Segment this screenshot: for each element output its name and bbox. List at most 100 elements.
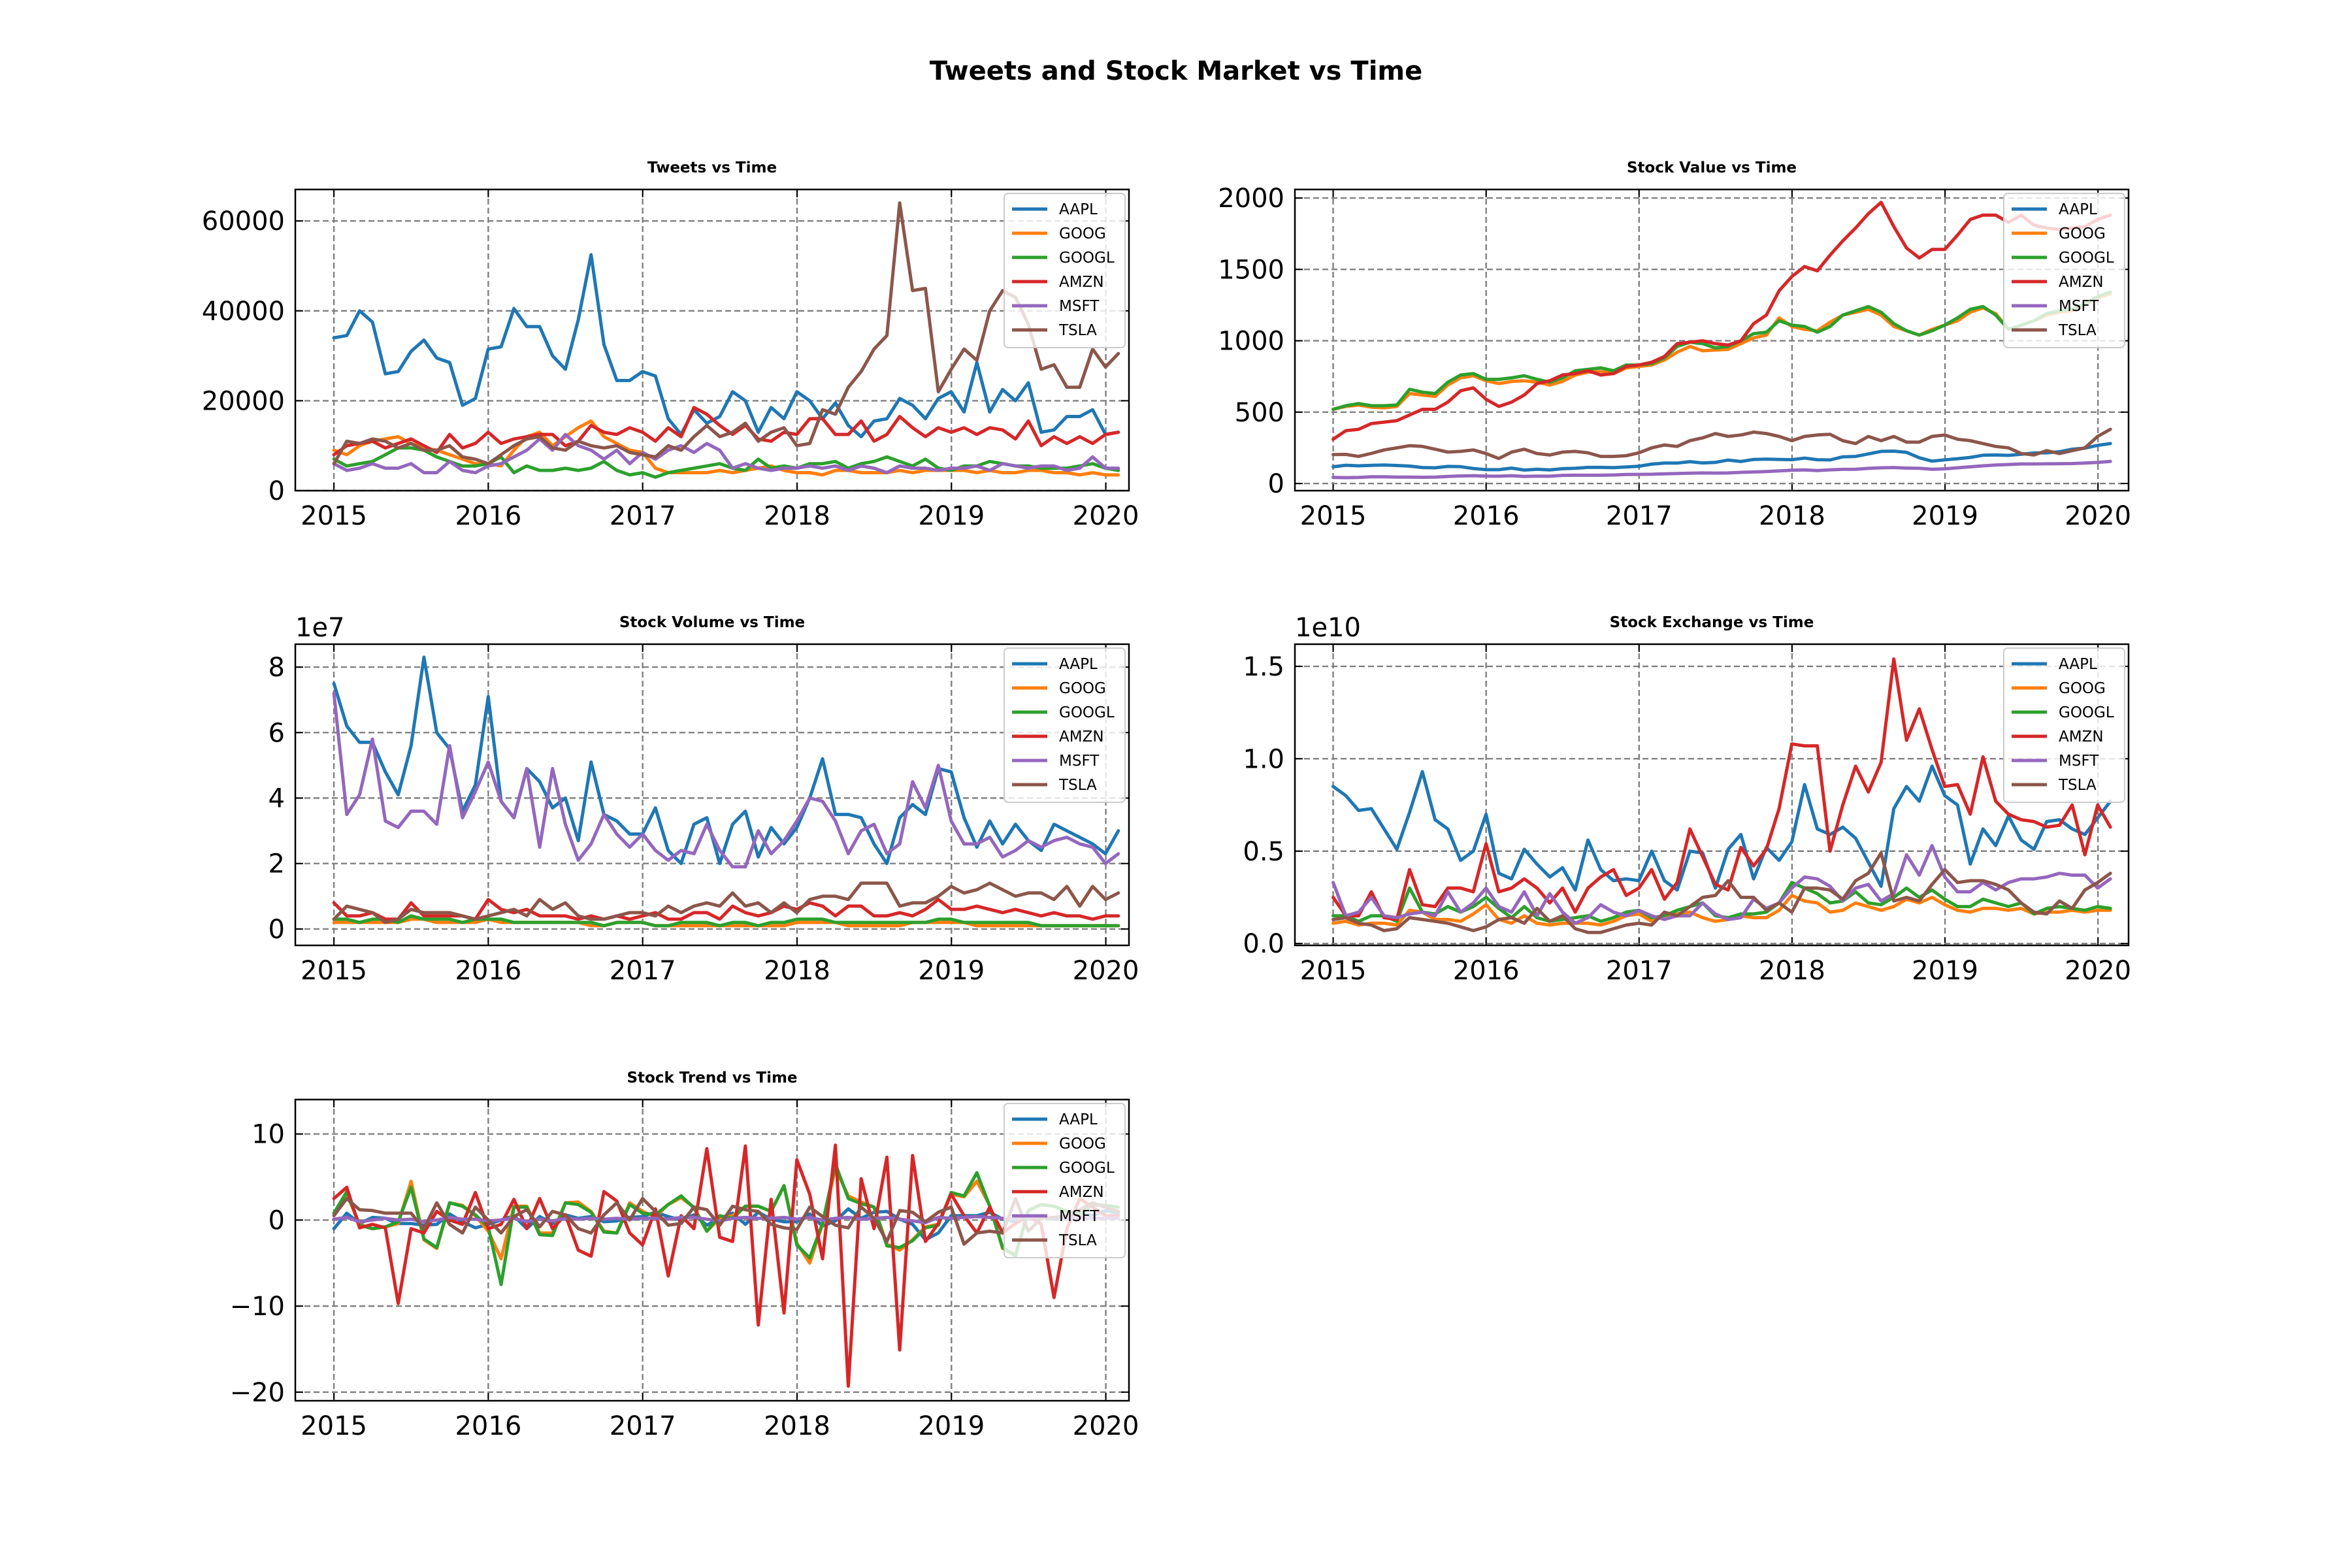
x-tick-label: 2019 [918, 501, 985, 531]
y-tick-label: 8 [269, 653, 285, 683]
legend-label-aapl: AAPL [1059, 201, 1098, 218]
x-tick-label: 2018 [1759, 501, 1825, 531]
y-tick-label: 2000 [1218, 184, 1284, 214]
y-tick-label: 0.0 [1243, 929, 1284, 959]
legend-label-amzn: AMZN [2059, 274, 2104, 291]
legend-label-goog: GOOG [1059, 225, 1106, 242]
y-tick-label: −20 [230, 1378, 285, 1408]
stock-trend-vs-time-legend: AAPL GOOG GOOGL AMZN MSFT TSLA [1004, 1103, 1126, 1258]
stock-volume-vs-time-legend: AAPL GOOG GOOGL AMZN MSFT TSLA [1004, 647, 1126, 803]
x-tick-label: 2019 [918, 956, 985, 986]
y-tick-label: 0 [269, 476, 285, 506]
legend-label-amzn: AMZN [1059, 1184, 1104, 1201]
stock-exchange-vs-time-legend: AAPL GOOG GOOGL AMZN MSFT TSLA [2003, 647, 2125, 803]
stock-value-vs-time-series-group [1331, 201, 2112, 480]
y-tick-label: 20000 [202, 386, 285, 416]
stock-exchange-vs-time-series-group [1331, 657, 2112, 934]
tweets-vs-time-plot-area [295, 189, 1129, 491]
legend-label-googl: GOOGL [1059, 704, 1115, 721]
y-tick-label: 500 [1235, 398, 1284, 428]
legend-label-msft: MSFT [1059, 753, 1100, 770]
series-line-goog [1331, 894, 2112, 927]
tweets-vs-time-panel: 2015 2016 2017 2018 2019 2020 0 20000 40000 60000… [202, 159, 1139, 531]
y-tick-label: 0.5 [1243, 837, 1284, 867]
x-tick-label: 2017 [1606, 956, 1673, 986]
tweets-vs-time-frame [294, 188, 1130, 492]
x-tick-label: 2015 [1300, 956, 1367, 986]
x-tick-label: 2015 [301, 1411, 367, 1441]
y-tick-label: 1500 [1218, 255, 1284, 285]
series-line-aapl [332, 655, 1120, 866]
legend-label-amzn: AMZN [1059, 274, 1104, 291]
y-tick-label: 6 [269, 718, 285, 748]
y-tick-label: 1.0 [1243, 744, 1284, 774]
legend-label-goog: GOOG [2059, 680, 2106, 697]
y-tick-label: −10 [230, 1292, 285, 1322]
series-line-tsla [1331, 851, 2112, 934]
series-line-googl [332, 446, 1120, 479]
x-tick-label: 2019 [1912, 501, 1978, 531]
legend-label-googl: GOOGL [2059, 704, 2114, 721]
y-tick-label: 2 [269, 849, 285, 879]
legend-label-tsla: TSLA [2058, 777, 2097, 794]
series-line-aapl [1331, 442, 2112, 472]
series-line-msft [1331, 459, 2112, 480]
tweets-vs-time-legend: AAPL GOOG GOOGL AMZN MSFT TSLA [1004, 193, 1126, 348]
y-tick-label: 0 [1268, 469, 1284, 499]
y-tick-label: 1.5 [1243, 652, 1284, 682]
series-line-googl [332, 914, 1120, 928]
y-tick-label: 0 [269, 915, 285, 945]
x-tick-label: 2018 [764, 1411, 830, 1441]
x-tick-label: 2015 [301, 956, 367, 986]
x-tick-label: 2019 [918, 1411, 985, 1441]
x-tick-label: 2018 [764, 956, 830, 986]
legend-label-googl: GOOGL [1059, 1160, 1115, 1177]
series-line-msft [1331, 843, 2112, 925]
stock-volume-vs-time-series-group [332, 655, 1120, 928]
stock-value-vs-time-title: Stock Value vs Time [1627, 159, 1797, 176]
x-tick-label: 2016 [1453, 956, 1520, 986]
y-tick-label: 4 [269, 784, 285, 814]
x-tick-label: 2017 [610, 501, 676, 531]
legend-label-tsla: TSLA [1058, 1232, 1097, 1249]
series-line-tsla [1331, 427, 2112, 461]
series-line-amzn [1331, 201, 2112, 441]
tweets-vs-time-series-group [332, 201, 1120, 479]
series-line-tsla [332, 201, 1120, 466]
legend-label-msft: MSFT [1059, 298, 1100, 315]
y-tick-label: 0 [269, 1205, 285, 1235]
legend-label-msft: MSFT [2059, 753, 2099, 770]
x-tick-label: 2017 [1606, 501, 1673, 531]
tweets-vs-time-title: Tweets vs Time [647, 159, 777, 176]
y-tick-label: 40000 [202, 297, 285, 327]
legend-label-msft: MSFT [1059, 1208, 1100, 1225]
x-tick-label: 2020 [1073, 501, 1139, 531]
stock-trend-vs-time-frame [294, 1098, 1130, 1402]
y-tick-label: 60000 [202, 206, 285, 237]
stock-exchange-vs-time-panel: 2015 2016 2017 2018 2019 2020 0.0 0.5 1.0 1.5 Stoc… [1243, 613, 2131, 986]
x-tick-label: 2015 [1300, 501, 1367, 531]
legend-label-goog: GOOG [1059, 1135, 1106, 1152]
legend-label-goog: GOOG [2059, 225, 2106, 242]
legend-label-aapl: AAPL [2059, 656, 2097, 673]
series-line-amzn [332, 406, 1120, 457]
legend-label-googl: GOOGL [1059, 250, 1115, 267]
x-tick-label: 2020 [2065, 501, 2131, 531]
legend-label-googl: GOOGL [2059, 250, 2114, 267]
legend-label-aapl: AAPL [1059, 1111, 1098, 1128]
stock-exchange-vs-time-title: Stock Exchange vs Time [1610, 614, 1814, 631]
x-tick-label: 2017 [610, 956, 676, 986]
stock-volume-vs-time-panel: 2015 2016 2017 2018 2019 2020 0 2 4 6 8 Stock Volum… [269, 613, 1139, 986]
series-line-aapl [1331, 764, 2112, 892]
stock-volume-vs-time-title: Stock Volume vs Time [619, 614, 805, 631]
series-line-googl [1331, 290, 2112, 411]
stock-trend-vs-time-series-group [332, 1143, 1120, 1388]
stock-trend-vs-time-title: Stock Trend vs Time [627, 1070, 797, 1086]
legend-label-tsla: TSLA [2058, 322, 2097, 339]
legend-label-aapl: AAPL [1059, 656, 1098, 673]
x-tick-label: 2016 [455, 956, 521, 986]
y-offset-label: 1e7 [295, 613, 345, 643]
x-tick-label: 2016 [1453, 501, 1520, 531]
x-tick-label: 2020 [1073, 956, 1139, 986]
